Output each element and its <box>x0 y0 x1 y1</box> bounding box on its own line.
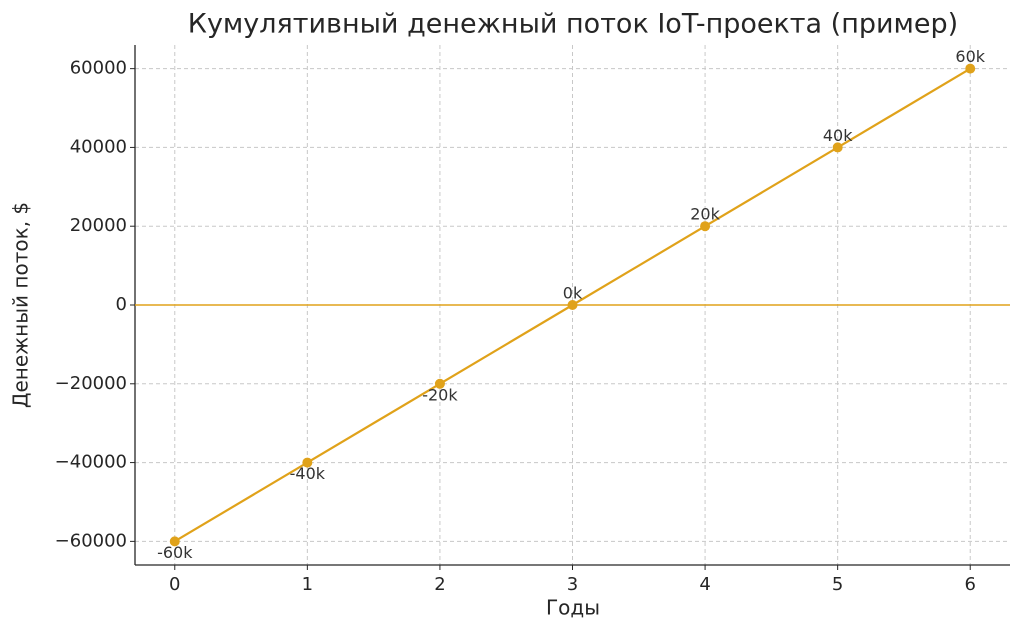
point <box>302 457 313 468</box>
point <box>567 300 578 310</box>
x-tick-label: 6 <box>965 574 976 595</box>
value-label: 60k <box>955 47 985 66</box>
value-label: 40k <box>823 126 853 145</box>
point <box>434 378 445 389</box>
y-tick-label: 20000 <box>70 215 127 236</box>
y-tick-label: −20000 <box>55 373 127 394</box>
value-label: -20k <box>422 385 458 404</box>
x-tick-label: 5 <box>832 574 843 595</box>
x-tick-label: 4 <box>699 574 710 595</box>
value-label: -60k <box>157 543 193 562</box>
x-axis-label: Годы <box>546 596 600 620</box>
point <box>700 221 711 232</box>
y-tick-label: 0 <box>116 294 127 315</box>
value-label: -40k <box>290 464 326 483</box>
y-tick-label: −40000 <box>55 452 127 473</box>
chart-title: Кумулятивный денежный поток IoT-проекта … <box>188 9 958 40</box>
y-tick-label: 60000 <box>70 58 127 79</box>
point <box>169 536 180 547</box>
value-label: 20k <box>690 205 720 224</box>
y-tick-label: 40000 <box>70 136 127 157</box>
x-tick-label: 1 <box>302 574 313 595</box>
point <box>965 63 976 74</box>
point <box>832 142 843 153</box>
y-tick-label: −60000 <box>55 530 127 551</box>
y-axis-label: Денежный поток, $ <box>9 202 33 408</box>
x-tick-label: 2 <box>434 574 445 595</box>
value-label: 0k <box>563 284 583 303</box>
x-tick-label: 3 <box>567 574 578 595</box>
x-tick-label: 0 <box>169 574 180 595</box>
